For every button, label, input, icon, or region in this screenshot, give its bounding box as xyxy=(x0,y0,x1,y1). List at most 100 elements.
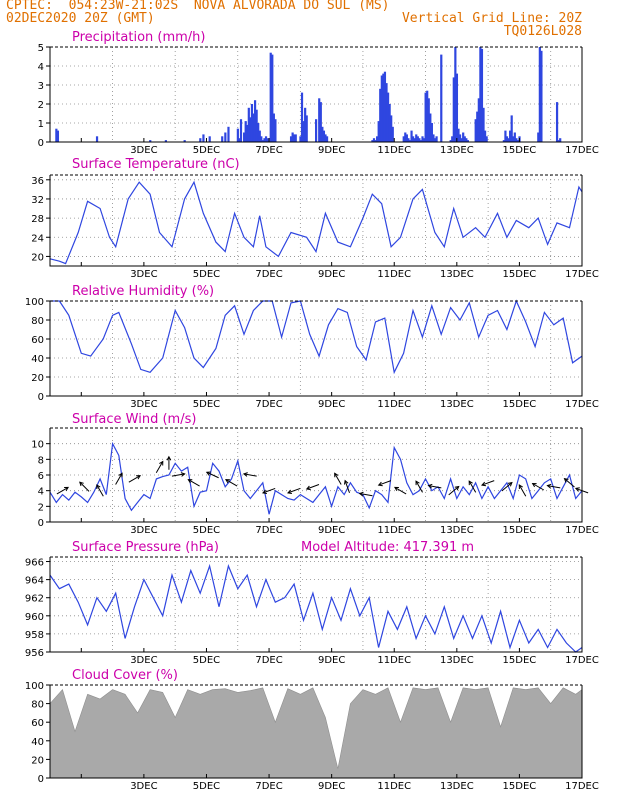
precipitation-bar xyxy=(300,92,304,142)
wind-arrow-shaft xyxy=(225,479,238,487)
precipitation-bar xyxy=(457,128,460,142)
wind-arrow-head xyxy=(224,479,230,484)
wind-arrow-shaft xyxy=(79,481,90,492)
precipitation-bar xyxy=(421,136,424,142)
wind-arrow xyxy=(481,480,495,487)
precipitation-bar xyxy=(208,136,211,142)
precipitation-bar xyxy=(452,77,455,142)
wind-arrow xyxy=(427,483,442,489)
precipitation-bar xyxy=(385,83,388,142)
wind-arrow-head xyxy=(427,483,433,489)
wind-arrow-head xyxy=(415,480,420,486)
wind-arrow-shaft xyxy=(428,485,442,489)
precipitation-bar xyxy=(480,48,484,142)
header-model-id: TQ0126L028 xyxy=(503,24,582,39)
wind-arrow xyxy=(358,491,373,497)
wind-arrow-head xyxy=(507,481,513,487)
wind-arrow-shaft xyxy=(287,487,301,494)
relative-humidity-xtick-label: 3DEC xyxy=(130,399,157,410)
wind-arrow xyxy=(242,472,257,477)
precipitation-bar xyxy=(432,134,435,142)
surface-wind-xtick-label: 13DEC xyxy=(440,525,474,536)
wind-arrow-head xyxy=(118,472,123,478)
precipitation-ytick-label: 4 xyxy=(38,62,44,73)
precipitation-bar xyxy=(264,136,268,142)
precipitation-bar xyxy=(388,104,391,142)
precipitation-bar xyxy=(95,136,99,142)
surface-temperature-xtick-label: 15DEC xyxy=(503,269,537,280)
relative-humidity-ytick-label: 0 xyxy=(38,392,44,403)
header-location: CPTEC: 054:23W-21:02S NOVA ALVORADA DO S… xyxy=(6,0,390,13)
precipitation-bar xyxy=(149,140,152,142)
relative-humidity-xtick-label: 15DEC xyxy=(503,399,537,410)
precipitation-bar xyxy=(255,109,258,142)
precipitation-xtick-label: 17DEC xyxy=(565,145,599,156)
surface-temperature-title: Surface Temperature (nC) xyxy=(72,157,240,172)
wind-arrow xyxy=(155,460,164,474)
wind-arrow-head xyxy=(205,471,211,476)
precipitation-bar xyxy=(463,136,466,142)
precipitation-bar xyxy=(55,128,58,142)
wind-arrow xyxy=(518,484,527,497)
wind-arrow xyxy=(305,484,320,491)
precipitation-bar xyxy=(502,140,505,142)
precipitation-bar xyxy=(244,121,247,142)
precipitation-bar xyxy=(504,130,507,142)
precipitation-bar xyxy=(474,119,477,142)
surface-wind-ytick-label: 2 xyxy=(38,502,44,513)
cloud-cover-xtick-label: 7DEC xyxy=(255,781,282,792)
precipitation-bar xyxy=(321,126,324,142)
relative-humidity-ytick-label: 80 xyxy=(31,316,44,327)
wind-arrow-shaft xyxy=(188,479,200,487)
precipitation-bar xyxy=(557,140,560,142)
cloud-cover-frame xyxy=(49,685,583,779)
wind-arrow xyxy=(224,479,238,487)
surface-temperature-panel: Surface Temperature (nC) 20 24 28 32 36 3DEC 5D… xyxy=(31,157,599,280)
cloud-cover-title: Cloud Cover (%) xyxy=(72,668,178,683)
wind-arrow-head xyxy=(287,489,292,494)
precipitation-bar xyxy=(246,124,249,142)
precipitation-bar xyxy=(402,136,405,142)
precipitation-bar xyxy=(260,136,263,142)
wind-arrow-shaft xyxy=(128,475,141,483)
precipitation-bar xyxy=(455,73,459,142)
precipitation-bar xyxy=(412,136,415,142)
precipitation-bar xyxy=(390,115,393,142)
wind-arrow-shaft xyxy=(564,478,575,488)
precipitation-bar xyxy=(377,121,380,142)
precipitation-bar xyxy=(509,130,512,142)
precipitation-xtick-label: 13DEC xyxy=(440,145,474,156)
cloud-cover-xtick-label: 9DEC xyxy=(318,781,345,792)
precipitation-bar xyxy=(238,138,241,142)
precipitation-bar xyxy=(243,132,246,142)
wind-arrow-head xyxy=(454,485,460,491)
surface-wind-ytick-label: 0 xyxy=(38,518,44,529)
wind-arrow xyxy=(344,479,350,494)
precipitation-frame xyxy=(49,47,583,143)
precipitation-bar xyxy=(429,113,432,142)
precipitation-bar xyxy=(559,138,562,142)
wind-arrow-head xyxy=(394,486,399,492)
precipitation-bar xyxy=(380,75,383,142)
surface-temperature-ytick-label: 36 xyxy=(31,176,44,187)
precipitation-bar xyxy=(294,134,297,142)
precipitation-xtick-label: 11DEC xyxy=(377,145,411,156)
surface-temperature-xtick-label: 9DEC xyxy=(318,269,345,280)
surface-wind-ytick-label: 10 xyxy=(31,440,44,451)
precipitation-bar xyxy=(419,140,423,142)
precipitation-bar xyxy=(318,98,321,142)
precipitation-bar xyxy=(449,140,452,142)
wind-arrow-head xyxy=(518,484,523,490)
surface-wind-xtick-label: 11DEC xyxy=(377,525,411,536)
precipitation-bar xyxy=(426,90,429,142)
wind-arrow-head xyxy=(262,489,267,494)
precipitation-bar xyxy=(224,132,227,142)
precipitation-bar xyxy=(410,130,413,142)
precipitation-bar xyxy=(252,113,255,142)
precipitation-bar xyxy=(322,130,326,142)
wind-arrow xyxy=(96,484,104,497)
precipitation-bar xyxy=(404,132,407,142)
precipitation-bar xyxy=(476,111,479,142)
wind-arrow-shaft xyxy=(206,471,219,479)
